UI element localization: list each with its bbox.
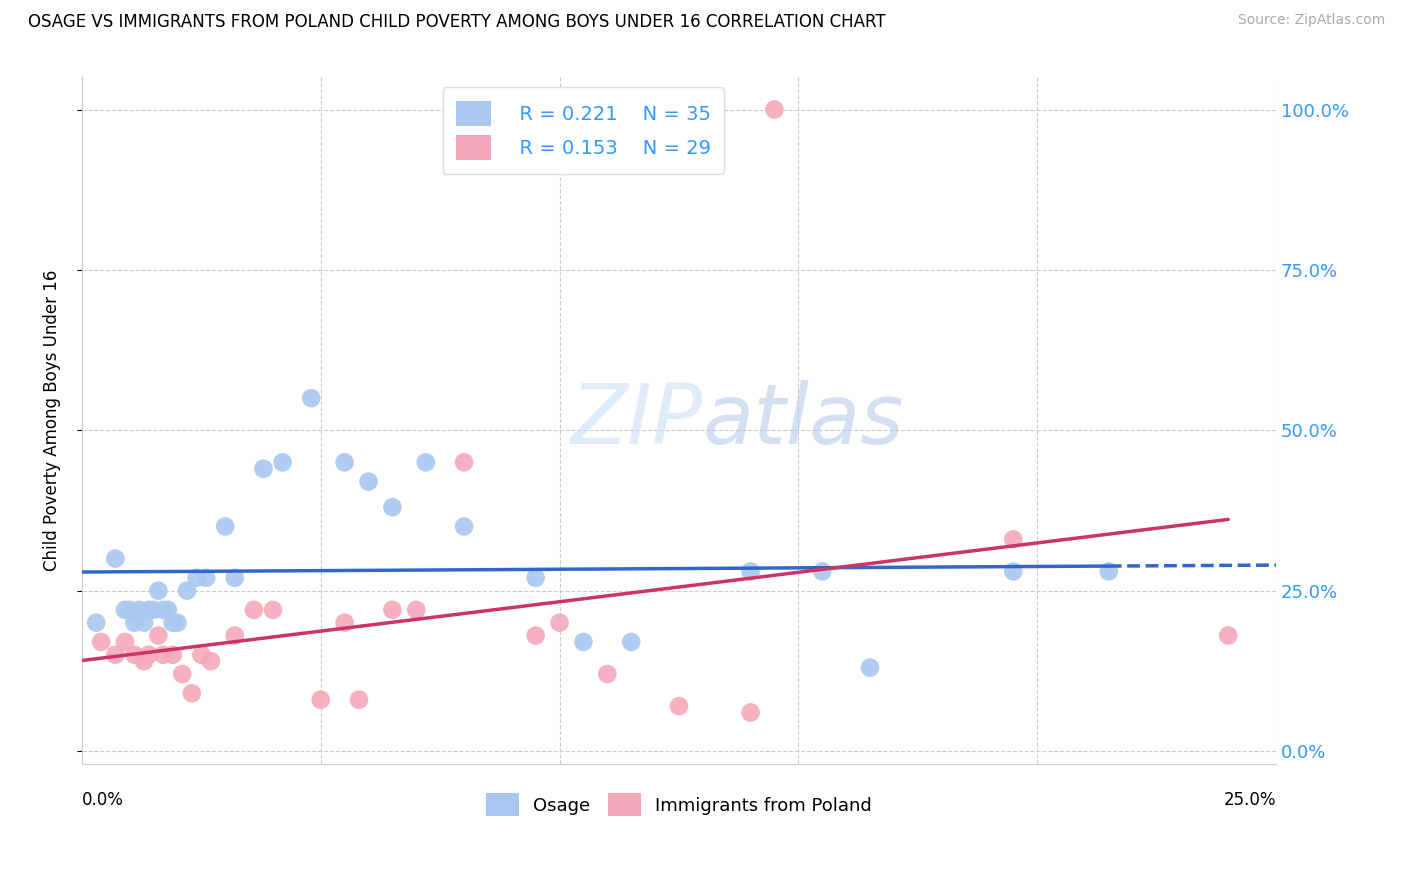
Point — [162, 648, 184, 662]
Point — [740, 706, 762, 720]
Point — [195, 571, 218, 585]
Point — [453, 519, 475, 533]
Point — [138, 648, 160, 662]
Text: atlas: atlas — [703, 380, 904, 461]
Point — [243, 603, 266, 617]
Point — [148, 583, 170, 598]
Point — [124, 648, 146, 662]
Point — [405, 603, 427, 617]
Point — [148, 628, 170, 642]
Point — [186, 571, 208, 585]
Text: 0.0%: 0.0% — [82, 791, 124, 809]
Point — [162, 615, 184, 630]
Point — [114, 635, 136, 649]
Point — [620, 635, 643, 649]
Point — [84, 615, 107, 630]
Point — [357, 475, 380, 489]
Point — [224, 571, 246, 585]
Point — [1002, 533, 1025, 547]
Point — [166, 615, 188, 630]
Point — [90, 635, 112, 649]
Point — [252, 461, 274, 475]
Point — [763, 103, 786, 117]
Y-axis label: Child Poverty Among Boys Under 16: Child Poverty Among Boys Under 16 — [44, 270, 60, 571]
Point — [118, 603, 141, 617]
Point — [596, 667, 619, 681]
Point — [381, 603, 404, 617]
Point — [811, 565, 834, 579]
Point — [859, 660, 882, 674]
Point — [453, 455, 475, 469]
Point — [1002, 565, 1025, 579]
Point — [524, 571, 547, 585]
Point — [142, 603, 165, 617]
Point — [172, 667, 194, 681]
Point — [572, 635, 595, 649]
Point — [132, 615, 155, 630]
Text: 25.0%: 25.0% — [1223, 791, 1277, 809]
Point — [524, 628, 547, 642]
Point — [347, 692, 370, 706]
Point — [152, 648, 174, 662]
Legend: Osage, Immigrants from Poland: Osage, Immigrants from Poland — [479, 786, 879, 823]
Point — [224, 628, 246, 642]
Point — [128, 603, 150, 617]
Point — [132, 654, 155, 668]
Point — [114, 603, 136, 617]
Point — [262, 603, 284, 617]
Point — [299, 391, 322, 405]
Point — [668, 699, 690, 714]
Point — [138, 603, 160, 617]
Point — [214, 519, 236, 533]
Point — [200, 654, 222, 668]
Point — [333, 615, 356, 630]
Point — [180, 686, 202, 700]
Point — [104, 648, 127, 662]
Point — [124, 615, 146, 630]
Point — [152, 603, 174, 617]
Point — [190, 648, 212, 662]
Point — [1218, 628, 1240, 642]
Point — [271, 455, 294, 469]
Point — [309, 692, 332, 706]
Point — [1098, 565, 1121, 579]
Point — [415, 455, 437, 469]
Point — [740, 565, 762, 579]
Point — [381, 500, 404, 515]
Point — [176, 583, 198, 598]
Point — [548, 615, 571, 630]
Text: ZIP: ZIP — [571, 380, 703, 461]
Text: Source: ZipAtlas.com: Source: ZipAtlas.com — [1237, 13, 1385, 28]
Text: OSAGE VS IMMIGRANTS FROM POLAND CHILD POVERTY AMONG BOYS UNDER 16 CORRELATION CH: OSAGE VS IMMIGRANTS FROM POLAND CHILD PO… — [28, 13, 886, 31]
Point — [104, 551, 127, 566]
Point — [333, 455, 356, 469]
Point — [156, 603, 179, 617]
